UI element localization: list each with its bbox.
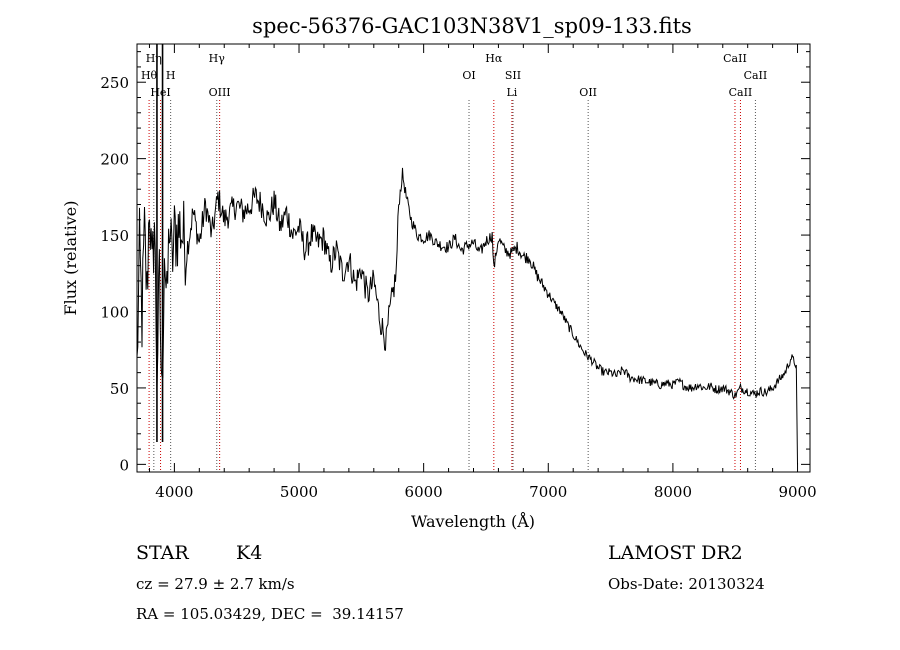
axis-ticks: 4000 5000 6000 7000 8000 9000 0 50 100 150 200 250 <box>100 44 817 501</box>
spectral-line-label: Hα <box>485 52 503 65</box>
spectral-line-label: OIII <box>209 86 231 99</box>
spectral-line-label: CaII <box>744 69 768 82</box>
spectral-line-label: SII <box>505 69 521 82</box>
x-tick-label: 8000 <box>654 483 692 501</box>
spectral-line-label: CaII <box>723 52 747 65</box>
x-tick-label: 5000 <box>280 483 318 501</box>
spectral-line-label: HeI <box>150 86 170 99</box>
flux-series <box>136 44 798 465</box>
survey-label: LAMOST DR2 <box>608 542 743 564</box>
y-tick-label: 150 <box>100 227 129 245</box>
flux-line <box>136 167 798 465</box>
spectral-line-label: Hθ <box>141 69 158 82</box>
spectral-line-label: H <box>166 69 176 82</box>
y-axis-title: Flux (relative) <box>61 201 80 316</box>
obs-date: Obs-Date: 20130324 <box>608 575 765 593</box>
x-tick-label: 6000 <box>405 483 443 501</box>
y-tick-label: 250 <box>100 74 129 92</box>
redshift-velocity: cz = 27.9 ± 2.7 km/s <box>136 575 295 593</box>
spectral-line-label: Hη <box>146 52 162 65</box>
x-tick-label: 9000 <box>778 483 816 501</box>
y-tick-label: 100 <box>100 304 129 322</box>
object-subclass: K4 <box>236 542 263 564</box>
object-class: STAR <box>136 542 189 564</box>
coordinates: RA = 105.03429, DEC = 39.14157 <box>136 605 404 623</box>
x-axis-title: Wavelength (Å) <box>411 511 535 531</box>
y-tick-label: 50 <box>110 380 129 398</box>
spectral-line-label: Hγ <box>209 52 226 65</box>
plot-frame <box>136 43 811 473</box>
chart-title: spec-56376-GAC103N38V1_sp09-133.fits <box>252 14 692 38</box>
y-tick-label: 0 <box>119 456 129 474</box>
spectral-line-label: Li <box>506 86 517 99</box>
spectral-line-label: CaII <box>729 86 753 99</box>
x-tick-label: 4000 <box>155 483 193 501</box>
y-tick-label: 200 <box>100 151 129 169</box>
spectral-line-label: OI <box>462 69 475 82</box>
x-tick-label: 7000 <box>529 483 567 501</box>
spectral-line-label: OII <box>579 86 597 99</box>
